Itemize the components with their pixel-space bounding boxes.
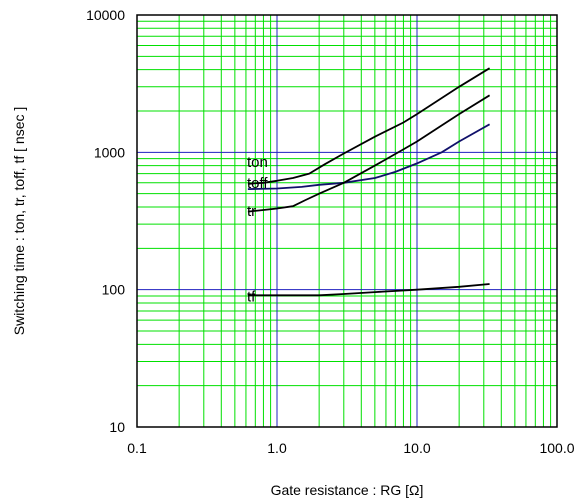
series-label-tr: tr: [247, 203, 256, 220]
y-axis-title: Switching time : ton, tr, toff, tf [ nse…: [11, 107, 27, 336]
series-line-ton: [247, 67, 491, 185]
x-tick-label: 10.0: [403, 440, 430, 456]
plot-frame: [136, 14, 558, 428]
x-tick-label: 100.0: [539, 440, 574, 456]
x-axis-title: Gate resistance : RG [Ω]: [271, 482, 424, 498]
y-tick-label: 1000: [94, 144, 125, 160]
series-label-toff: toff: [247, 175, 268, 192]
series-line-tr: [247, 94, 491, 213]
series-labels: ton toff tr tf: [247, 154, 268, 305]
series-line-tf: [247, 283, 490, 297]
y-tick-labels: 10 100 1000 10000: [86, 7, 125, 435]
plot-background: [137, 15, 557, 427]
y-tick-label: 10: [109, 419, 125, 435]
x-tick-labels: 0.1 1.0 10.0 100.0: [127, 440, 574, 456]
series-label-ton: ton: [247, 154, 268, 171]
y-tick-label: 10000: [86, 7, 125, 23]
y-tick-label: 100: [102, 282, 126, 298]
series-label-tf: tf: [247, 289, 256, 306]
series-lines: [247, 67, 491, 297]
x-tick-label: 0.1: [127, 440, 147, 456]
minor-grid: [137, 15, 557, 427]
series-line-toff: [247, 123, 491, 190]
x-tick-label: 1.0: [267, 440, 287, 456]
